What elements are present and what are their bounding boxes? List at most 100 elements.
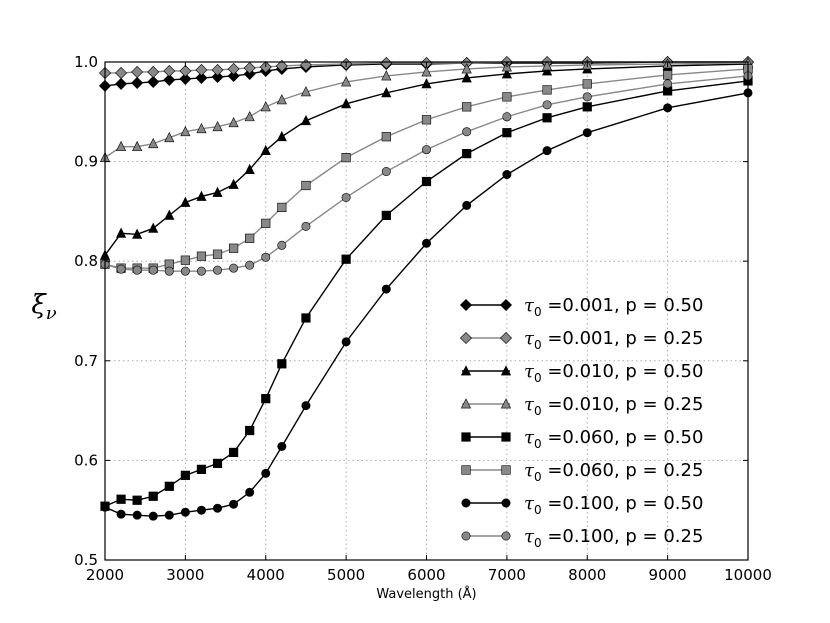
data-point — [663, 79, 673, 89]
data-point — [132, 140, 143, 152]
data-point — [196, 251, 207, 261]
data-point — [301, 313, 311, 323]
data-point — [132, 495, 142, 505]
legend-entry-2: τ0 =0.001, p = 0.25 — [459, 328, 703, 352]
data-point — [196, 122, 207, 134]
data-point — [180, 125, 191, 137]
series-line — [104, 92, 749, 517]
data-point — [131, 76, 144, 89]
data-point — [211, 70, 224, 83]
data-point — [421, 145, 431, 155]
data-point — [213, 503, 223, 513]
legend-entry-7: τ0 =0.100, p = 0.50 — [461, 493, 703, 517]
legend-entry-4: τ0 =0.010, p = 0.25 — [460, 394, 703, 418]
data-point — [180, 266, 190, 276]
data-point — [179, 72, 192, 85]
legend-marker — [460, 365, 472, 376]
x-tick-label: 4000 — [247, 566, 285, 584]
y-axis-title: ξν — [31, 290, 56, 324]
data-point — [164, 510, 174, 520]
data-point — [245, 233, 255, 243]
data-point — [380, 56, 393, 70]
legend-marker — [461, 498, 471, 508]
data-point — [421, 176, 432, 187]
x-tick-label: 8000 — [568, 566, 606, 584]
data-point — [115, 77, 128, 90]
data-point — [260, 101, 271, 112]
data-point — [148, 491, 158, 501]
data-point — [542, 113, 552, 123]
x-tick-label: 7000 — [488, 566, 526, 584]
x-axis-title: Wavelength (Å) — [376, 586, 476, 602]
data-point — [229, 263, 239, 273]
x-tick-label: 3000 — [166, 566, 204, 584]
data-point — [277, 441, 287, 451]
data-point — [421, 115, 432, 125]
x-tick-label: 9000 — [649, 566, 687, 584]
data-point — [502, 128, 512, 138]
legend-marker — [499, 298, 513, 312]
data-point — [462, 200, 472, 210]
series-line — [104, 68, 749, 269]
data-point — [245, 487, 255, 497]
data-point — [502, 92, 512, 102]
data-point — [164, 481, 174, 491]
data-point — [227, 62, 240, 75]
legend-label: τ0 =0.100, p = 0.25 — [524, 526, 703, 550]
data-point — [421, 238, 431, 248]
series-line — [104, 75, 749, 272]
legend-marker — [461, 531, 471, 541]
data-point — [179, 64, 192, 77]
legend-entry-5: τ0 =0.060, p = 0.50 — [461, 427, 703, 451]
legend-label: τ0 =0.001, p = 0.25 — [524, 328, 703, 352]
data-point — [341, 254, 351, 264]
data-point — [196, 266, 206, 276]
data-point — [116, 264, 126, 274]
data-point — [301, 180, 311, 191]
data-point — [229, 499, 239, 509]
data-point — [132, 510, 142, 520]
data-point — [275, 59, 288, 73]
series-line — [104, 63, 749, 256]
data-point — [461, 72, 472, 83]
data-point — [277, 240, 287, 250]
data-point — [212, 249, 223, 259]
data-point — [541, 60, 553, 71]
x-tick-label: 5000 — [327, 566, 365, 584]
data-point — [301, 221, 311, 231]
data-point — [211, 63, 224, 76]
data-point — [244, 163, 255, 174]
data-point — [164, 131, 175, 143]
data-point — [228, 116, 239, 128]
data-point — [147, 75, 160, 88]
legend-marker — [500, 365, 512, 376]
data-point — [461, 63, 472, 74]
data-point — [261, 468, 271, 478]
series-7 — [100, 88, 753, 521]
data-point — [582, 92, 592, 102]
y-tick-label: 0.7 — [74, 352, 98, 370]
data-point — [341, 337, 351, 347]
legend-label: τ0 =0.010, p = 0.25 — [524, 394, 703, 418]
data-point — [228, 178, 239, 189]
y-tick-label: 0.9 — [74, 153, 98, 171]
ticks: 2000 3000 4000 5000 6000 7000 8000 9000 10000 0.5… — [74, 53, 772, 584]
series-3 — [99, 58, 754, 260]
data-point — [212, 120, 223, 132]
data-point — [148, 137, 159, 149]
data-point — [421, 66, 432, 77]
legend-marker — [501, 531, 511, 541]
data-point — [501, 68, 512, 79]
data-point — [541, 65, 553, 76]
legend-label: τ0 =0.060, p = 0.25 — [524, 460, 703, 484]
data-point — [213, 265, 223, 275]
data-point — [131, 65, 144, 78]
legend-label: τ0 =0.060, p = 0.50 — [524, 427, 703, 451]
legend-entry-3: τ0 =0.010, p = 0.50 — [460, 361, 703, 385]
data-point — [245, 425, 255, 436]
legend-marker — [459, 298, 473, 312]
y-tick-label: 0.6 — [74, 451, 98, 469]
data-point — [301, 401, 311, 411]
data-point — [542, 85, 552, 95]
